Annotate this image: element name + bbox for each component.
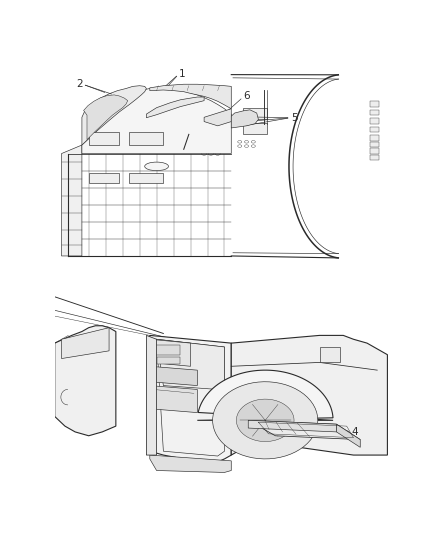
FancyBboxPatch shape bbox=[88, 173, 119, 183]
FancyBboxPatch shape bbox=[130, 173, 163, 183]
Polygon shape bbox=[213, 382, 318, 459]
Text: 5: 5 bbox=[291, 112, 297, 123]
Polygon shape bbox=[82, 86, 146, 145]
FancyBboxPatch shape bbox=[371, 101, 379, 107]
Polygon shape bbox=[248, 421, 336, 432]
Text: 6: 6 bbox=[243, 91, 250, 101]
FancyBboxPatch shape bbox=[371, 127, 379, 132]
Polygon shape bbox=[150, 455, 231, 472]
FancyBboxPatch shape bbox=[243, 123, 267, 134]
FancyBboxPatch shape bbox=[88, 132, 119, 145]
Polygon shape bbox=[84, 95, 128, 140]
Polygon shape bbox=[248, 421, 360, 440]
Polygon shape bbox=[204, 109, 231, 126]
Polygon shape bbox=[146, 335, 156, 455]
Polygon shape bbox=[336, 424, 360, 447]
Polygon shape bbox=[146, 97, 204, 118]
Text: 1: 1 bbox=[179, 69, 185, 78]
FancyBboxPatch shape bbox=[153, 345, 180, 354]
Polygon shape bbox=[231, 110, 258, 128]
Polygon shape bbox=[150, 385, 197, 413]
Text: 4: 4 bbox=[352, 427, 358, 437]
Polygon shape bbox=[55, 326, 116, 436]
FancyBboxPatch shape bbox=[243, 108, 267, 119]
Polygon shape bbox=[197, 370, 333, 421]
Polygon shape bbox=[82, 88, 231, 154]
FancyBboxPatch shape bbox=[371, 110, 379, 115]
Polygon shape bbox=[150, 340, 191, 366]
FancyBboxPatch shape bbox=[320, 347, 340, 362]
Polygon shape bbox=[61, 328, 109, 359]
FancyBboxPatch shape bbox=[130, 132, 163, 145]
Polygon shape bbox=[150, 366, 197, 385]
FancyBboxPatch shape bbox=[156, 357, 180, 365]
Polygon shape bbox=[237, 399, 294, 441]
Polygon shape bbox=[150, 84, 231, 109]
FancyBboxPatch shape bbox=[371, 155, 379, 160]
Ellipse shape bbox=[145, 162, 169, 171]
FancyBboxPatch shape bbox=[371, 142, 379, 147]
Polygon shape bbox=[231, 335, 387, 455]
Polygon shape bbox=[156, 340, 224, 390]
FancyBboxPatch shape bbox=[371, 118, 379, 124]
Text: 2: 2 bbox=[76, 78, 82, 88]
FancyBboxPatch shape bbox=[371, 135, 379, 141]
Polygon shape bbox=[150, 335, 231, 463]
Polygon shape bbox=[61, 145, 82, 256]
FancyBboxPatch shape bbox=[371, 148, 379, 154]
